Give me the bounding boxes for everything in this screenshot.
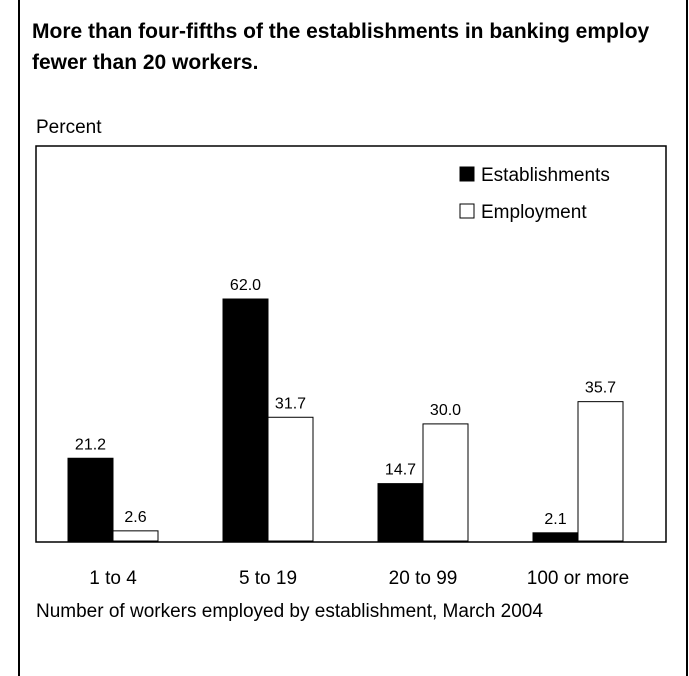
plot-area — [35, 145, 667, 543]
y-axis-label: Percent — [36, 117, 102, 138]
value-label-establishments-1: 62.0 — [230, 277, 261, 294]
value-label-employment-1: 31.7 — [275, 395, 306, 412]
bar-employment-3 — [577, 401, 624, 542]
value-label-employment-0: 2.6 — [124, 509, 146, 526]
legend: Establishments Employment — [459, 165, 610, 223]
value-label-establishments-0: 21.2 — [75, 436, 106, 453]
bar-employment-1 — [267, 416, 314, 542]
value-labels-group: 21.2 2.6 62.0 31.7 14.7 30.0 2.1 35.7 — [75, 277, 616, 528]
value-label-establishments-2: 14.7 — [385, 462, 416, 479]
bars-group — [67, 298, 624, 542]
bar-establishments-0 — [67, 457, 114, 542]
value-label-employment-2: 30.0 — [430, 402, 461, 419]
chart-title: More than four-fifths of the establishme… — [32, 20, 650, 74]
category-labels-group: 1 to 4 5 to 19 20 to 99 100 or more — [89, 568, 629, 589]
chart-frame: More than four-fifths of the establishme… — [18, 0, 688, 676]
legend-label-employment: Employment — [481, 202, 587, 223]
bar-employment-2 — [422, 423, 469, 542]
category-label-3: 100 or more — [527, 568, 629, 589]
legend-swatch-establishments — [459, 166, 475, 182]
value-label-employment-3: 35.7 — [585, 380, 616, 397]
value-label-establishments-3: 2.1 — [544, 511, 566, 528]
legend-swatch-employment — [459, 203, 475, 219]
bar-employment-0 — [112, 530, 159, 542]
legend-label-establishments: Establishments — [481, 165, 610, 186]
category-label-2: 20 to 99 — [389, 568, 458, 589]
bar-establishments-1 — [222, 298, 269, 542]
bar-establishments-3 — [532, 532, 579, 542]
category-label-1: 5 to 19 — [239, 568, 297, 589]
x-axis-title: Number of workers employed by establishm… — [36, 601, 543, 622]
bar-establishments-2 — [377, 483, 424, 542]
category-label-0: 1 to 4 — [89, 568, 137, 589]
